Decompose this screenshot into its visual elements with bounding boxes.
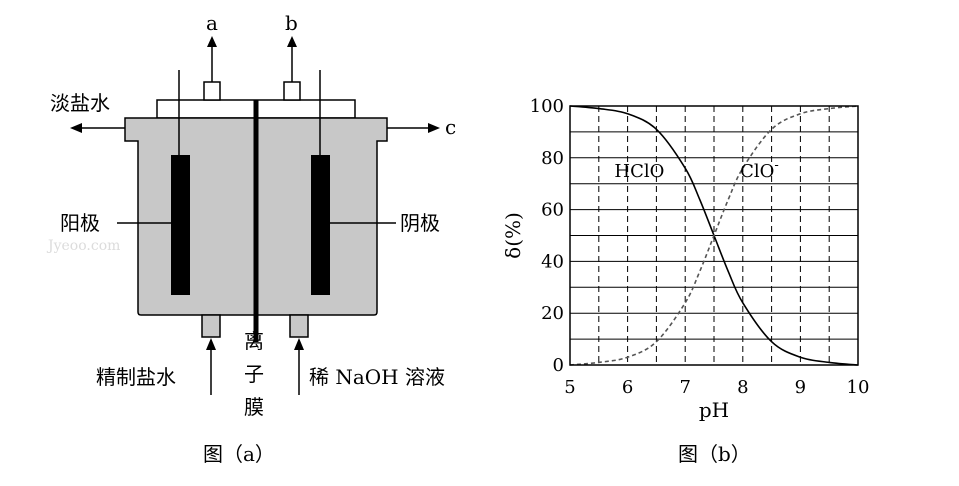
outlet-a-arrow (207, 36, 217, 47)
membrane-label-char-3: 膜 (244, 395, 264, 419)
dilute-brine-label: 淡盐水 (50, 91, 110, 115)
series-clo-line (569, 105, 859, 366)
naoh-inlet-nozzle (289, 314, 309, 338)
brine-inlet-arrow (206, 338, 216, 350)
membrane-label-char-2: 子 (244, 362, 264, 386)
x-tick-label: 7 (679, 377, 690, 398)
annotation-clo-charge: - (774, 158, 778, 173)
x-tick-label: 8 (737, 377, 748, 398)
y-tick-label: 80 (541, 148, 564, 169)
y-tick-label: 40 (541, 251, 564, 272)
y-tick-label: 100 (530, 96, 564, 117)
outlet-b-arrow (287, 36, 297, 47)
x-axis-label: pH (699, 398, 729, 422)
cathode-label: 阴极 (400, 211, 440, 235)
figure-a-caption: 图（a） (203, 442, 275, 466)
anode-electrode (171, 155, 190, 295)
watermark: Jyeoo.com (46, 238, 120, 254)
electrolysis-cell-figure: Jyeoo.com a b 阳极 阴极 淡盐水 (46, 11, 456, 466)
outlet-b-label: b (285, 11, 298, 35)
brine-inlet-label: 精制盐水 (96, 365, 176, 389)
chart-frame (569, 105, 859, 366)
outlet-c-label: c (445, 115, 456, 139)
outlet-a-nozzle (203, 81, 221, 101)
anode-label: 阳极 (60, 211, 100, 235)
naoh-inlet-arrow (294, 338, 304, 350)
figure-b-caption: 图（b） (678, 442, 751, 466)
annotation-hclo: HClO (614, 161, 664, 182)
dilute-brine-arrow (70, 123, 82, 133)
y-tick-label: 60 (541, 200, 564, 221)
outlet-c-arrow (428, 123, 440, 133)
y-tick-label: 20 (541, 303, 564, 324)
naoh-inlet-label: 稀 NaOH 溶液 (309, 365, 445, 389)
x-tick-label: 6 (622, 377, 633, 398)
x-tick-label: 5 (564, 377, 575, 398)
x-tick-label: 9 (795, 377, 806, 398)
annotation-clo-text: ClO (740, 161, 774, 182)
annotation-clo: ClO- (740, 158, 779, 182)
membrane-label-char-1: 离 (244, 329, 264, 353)
outlet-b-nozzle (283, 81, 301, 101)
chart-grid (570, 106, 858, 365)
chart-series-group (569, 105, 859, 366)
brine-inlet-nozzle (201, 314, 221, 338)
y-axis-label: δ(%) (501, 212, 525, 259)
cathode-electrode (311, 155, 330, 295)
x-tick-label: 10 (847, 377, 870, 398)
outlet-a-label: a (206, 11, 218, 35)
y-tick-label: 0 (553, 355, 564, 376)
